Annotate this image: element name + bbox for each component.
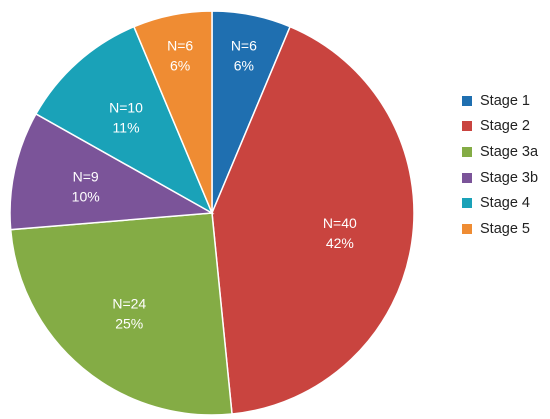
- legend-swatch-stage-4: [462, 198, 472, 209]
- legend-item-stage-3b: Stage 3b: [462, 165, 538, 191]
- legend-item-stage-5: Stage 5: [462, 216, 538, 242]
- slice-count-label-stage-2: N=40: [323, 215, 357, 231]
- pie-slice-stage-4: [34, 25, 214, 215]
- legend-label-stage-5: Stage 5: [480, 220, 530, 237]
- slice-count-label-stage-3a: N=24: [112, 295, 146, 311]
- legend-item-stage-4: Stage 4: [462, 190, 538, 216]
- legend-swatch-stage-3a: [462, 146, 472, 157]
- slice-count-label-stage-4: N=10: [109, 99, 143, 115]
- legend-swatch-stage-3b: [462, 172, 472, 183]
- pie-slice-stage-3a: [9, 212, 233, 416]
- legend-label-stage-3a: Stage 3a: [480, 143, 539, 160]
- legend-swatch-stage-2: [462, 121, 472, 132]
- slice-percent-label-stage-3a: 25%: [115, 315, 143, 331]
- slice-percent-label-stage-1: 6%: [234, 58, 254, 74]
- slice-count-label-stage-3b: N=9: [73, 168, 99, 184]
- pie-slice-stage-5: [132, 10, 213, 214]
- legend-item-stage-3a: Stage 3a: [462, 139, 538, 165]
- chart-legend: Stage 1 Stage 2 Stage 3a Stage 3b Stage …: [462, 88, 538, 242]
- legend-label-stage-3b: Stage 3b: [480, 169, 539, 186]
- slice-percent-label-stage-4: 11%: [113, 119, 140, 135]
- slice-count-label-stage-1: N=6: [231, 38, 257, 54]
- slice-percent-label-stage-5: 6%: [170, 58, 190, 74]
- slice-percent-label-stage-2: 42%: [326, 235, 354, 251]
- legend-label-stage-1: Stage 1: [480, 92, 530, 109]
- pie-slice-stage-3b: [9, 112, 215, 231]
- legend-swatch-stage-5: [462, 223, 472, 234]
- slice-count-label-stage-5: N=6: [167, 38, 193, 54]
- legend-item-stage-1: Stage 1: [462, 88, 538, 114]
- legend-swatch-stage-1: [462, 95, 472, 106]
- legend-label-stage-4: Stage 4: [480, 195, 530, 212]
- legend-item-stage-2: Stage 2: [462, 114, 538, 140]
- slice-percent-label-stage-3b: 10%: [72, 188, 100, 204]
- pie-slice-stage-2: [211, 25, 415, 415]
- legend-label-stage-2: Stage 2: [480, 118, 530, 135]
